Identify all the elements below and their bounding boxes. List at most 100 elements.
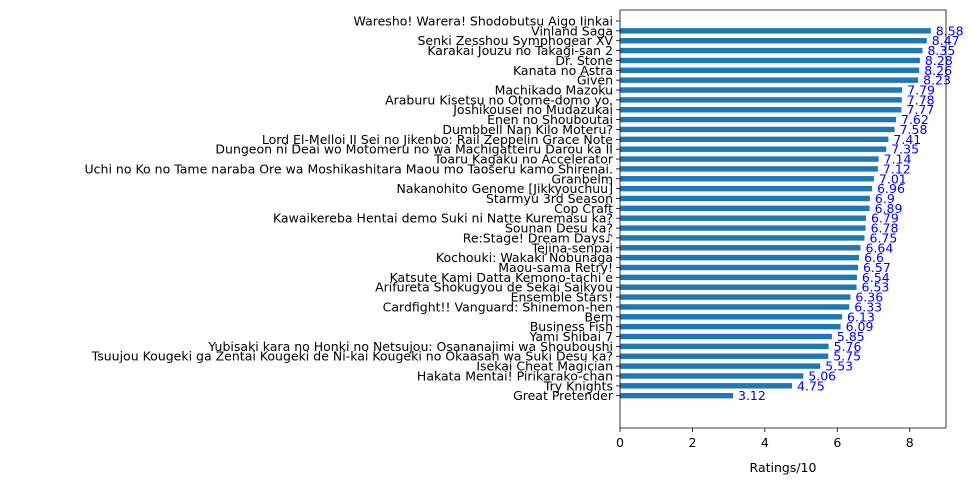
bar — [620, 304, 850, 310]
value-label: 6.57 — [863, 260, 891, 275]
category-label: Bem — [585, 309, 613, 324]
value-label: 8.35 — [927, 43, 955, 58]
category-label: Lord El-Melloi II Sei no Jikenbo: Rail Z… — [262, 132, 613, 147]
bar — [620, 136, 889, 143]
value-label: 8.26 — [924, 63, 952, 78]
bar — [620, 195, 870, 202]
value-label: 7.79 — [907, 83, 935, 98]
category-label: Arifureta Shokugyou de Sekai Saikyou — [375, 280, 613, 295]
x-tick-label: 4 — [761, 435, 769, 450]
bar — [620, 107, 902, 113]
value-label: 7.62 — [901, 112, 929, 127]
category-label: Machikado Mazoku — [495, 83, 613, 98]
category-label: Kanata no Astra — [513, 63, 613, 78]
category-label: Yubisaki kara no Honki no Netsujou: Osan… — [207, 339, 613, 354]
category-label: Dr. Stone — [555, 53, 613, 68]
value-label: 7.78 — [907, 92, 935, 107]
category-label: Toaru Kagaku no Accelerator — [433, 152, 614, 167]
category-label: Hakata Mentai! Pirikarako-chan — [417, 368, 613, 383]
value-label: 7.12 — [883, 161, 911, 176]
x-tick-label: 6 — [833, 435, 841, 450]
value-label: 6.64 — [866, 240, 894, 255]
bar — [620, 87, 903, 93]
category-label: Cop Craft — [554, 201, 613, 216]
value-label: 6.9 — [875, 191, 895, 206]
category-label: Try Knights — [543, 378, 613, 393]
value-label: 5.85 — [837, 329, 865, 344]
category-label: Vinland Saga — [531, 23, 613, 38]
category-label: Nakanohito Genome [Jikkyouchuu] — [396, 181, 613, 196]
category-labels-group: Waresho! Warera! Shodobutsu Aigo IinkaiV… — [85, 14, 614, 404]
bar — [620, 185, 873, 192]
value-label: 8.58 — [936, 23, 964, 38]
category-label: Enen no Shouboutai — [487, 112, 613, 127]
category-label: Kochouki: Wakaki Nobunaga — [436, 250, 613, 265]
category-label: Sounan Desu ka? — [505, 221, 613, 236]
bar — [620, 225, 866, 231]
bar — [620, 156, 879, 162]
value-label: 5.76 — [834, 339, 862, 354]
category-label: Re:Stage! Dream Days♪ — [463, 230, 613, 245]
bar — [620, 274, 857, 281]
bar — [620, 67, 920, 74]
bar — [620, 38, 927, 44]
bar — [620, 57, 920, 64]
value-label: 6.96 — [877, 181, 905, 196]
category-label: Tejina-senpai — [531, 240, 613, 255]
category-label: Granbelm — [551, 171, 613, 186]
value-label: 7.41 — [893, 132, 921, 147]
bar — [620, 28, 931, 34]
value-label: 5.75 — [833, 349, 861, 364]
bar — [620, 333, 832, 340]
value-label: 8.23 — [923, 73, 951, 88]
value-label: 6.89 — [875, 201, 903, 216]
bar — [620, 126, 895, 133]
value-label: 7.58 — [900, 122, 928, 137]
bar — [620, 176, 874, 182]
category-label: Great Pretender — [513, 388, 614, 403]
category-label: Cardfight!! Vanguard: Shinemon-hen — [383, 299, 613, 314]
value-label: 6.54 — [862, 270, 890, 285]
bar — [620, 47, 923, 54]
bar — [620, 215, 866, 221]
value-label: 6.75 — [870, 230, 898, 245]
value-label: 5.06 — [808, 368, 836, 383]
x-axis-title: Ratings/10 — [750, 460, 817, 475]
bar — [620, 284, 857, 290]
category-label: Katsute Kami Datta Kemono-tachi e — [390, 270, 614, 285]
bar — [620, 235, 865, 241]
category-label: Joshikousei no Mudazukai — [452, 102, 613, 117]
category-label: Yami Shibai 7 — [528, 329, 613, 344]
bar — [620, 166, 878, 172]
value-label: 5.53 — [825, 359, 853, 374]
category-label: Maou-sama Retry! — [498, 260, 613, 275]
value-label: 7.14 — [884, 152, 912, 167]
x-tick-label: 0 — [616, 435, 624, 450]
bar — [620, 353, 829, 359]
bar — [620, 245, 861, 251]
axes-group: 0 2 4 6 8 — [616, 9, 947, 450]
category-label: Araburu Kisetsu no Otome-domo yo. — [385, 92, 613, 107]
category-label: Karakai Jouzu no Takagi-san 2 — [427, 43, 613, 58]
bar — [620, 392, 734, 399]
category-label: Dumbbell Nan Kilo Moteru? — [442, 122, 613, 137]
value-label: 6.79 — [871, 211, 899, 226]
category-label: Isekai Cheat Magician — [476, 359, 613, 374]
value-labels-group: 8.588.478.358.288.268.237.797.787.777.62… — [738, 23, 964, 403]
value-label: 7.77 — [906, 102, 934, 117]
category-label: Senki Zesshou Symphogear XV — [417, 33, 613, 48]
value-label: 6.6 — [864, 250, 884, 265]
category-label: Tsuujou Kougeki ga Zentai Kougeki de Ni-… — [91, 349, 613, 364]
bar — [620, 116, 897, 123]
category-label: Dungeon ni Deai wo Motomeru no wa Machig… — [215, 142, 613, 157]
value-label: 6.33 — [854, 299, 882, 314]
value-label: 6.13 — [847, 309, 875, 324]
bar — [620, 343, 829, 350]
category-label: Kawaikereba Hentai demo Suki ni Natte Ku… — [273, 211, 613, 226]
value-label: 7.35 — [891, 142, 919, 157]
value-label: 3.12 — [738, 388, 766, 403]
bar — [620, 77, 919, 83]
bar — [620, 373, 804, 379]
category-label: Uchi no Ko no Tame naraba Ore wa Moshika… — [85, 161, 613, 176]
